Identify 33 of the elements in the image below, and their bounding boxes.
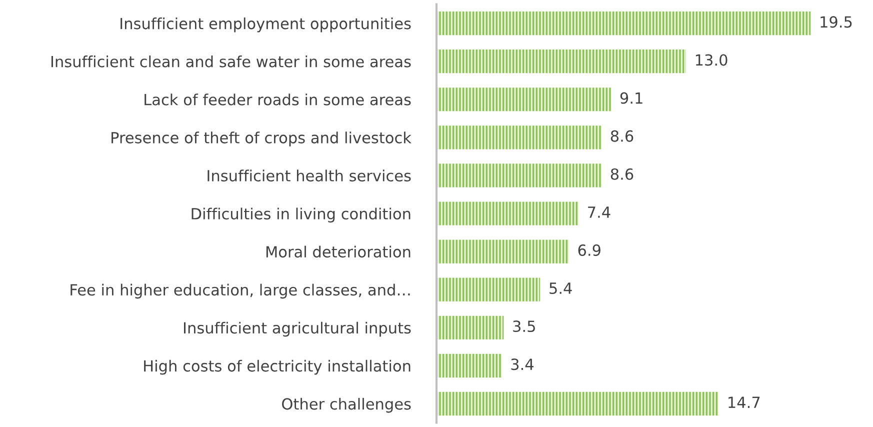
y-tick-label: Insufficient clean and safe water in some areas [51,56,411,68]
data-label: 9.1 [620,92,642,104]
y-tick-label: Difficulties in living condition [192,208,410,222]
data-label: 8.6 [610,130,634,142]
data-label: 5.4 [550,282,572,294]
bar [436,50,686,74]
y-tick-label: Insufficient health services [208,170,411,182]
bar [436,240,569,264]
bar [436,278,540,302]
bar [436,202,578,226]
data-label: 14.7 [728,396,760,408]
bar [436,126,602,150]
y-tick-label: Moral deterioration [266,246,410,258]
data-label: 19.5 [820,16,852,28]
bar [436,392,719,416]
y-tick-label: Insufficient agricultural inputs [184,322,411,337]
data-label: 13.0 [696,54,728,66]
y-tick-label: Fee in higher education, large classes, and… [70,284,410,299]
data-label: 3.5 [513,320,535,332]
y-tick-label: Presence of theft of crops and livestock [112,132,412,146]
y-tick-label: Insufficient employment opportunities [120,17,411,32]
y-tick-label: High costs of electricity installation [144,360,410,375]
y-tick-label: Lack of feeder roads in some areas [144,94,411,106]
bar [436,164,602,188]
bar [436,88,612,112]
data-label: 3.4 [511,358,534,370]
data-label: 6.9 [578,244,600,256]
data-label: 7.4 [588,206,610,218]
bar [436,354,502,378]
bar [436,12,811,36]
y-tick-label: Other challenges [282,398,411,413]
data-label: 8.6 [610,168,634,180]
bar [436,316,504,340]
